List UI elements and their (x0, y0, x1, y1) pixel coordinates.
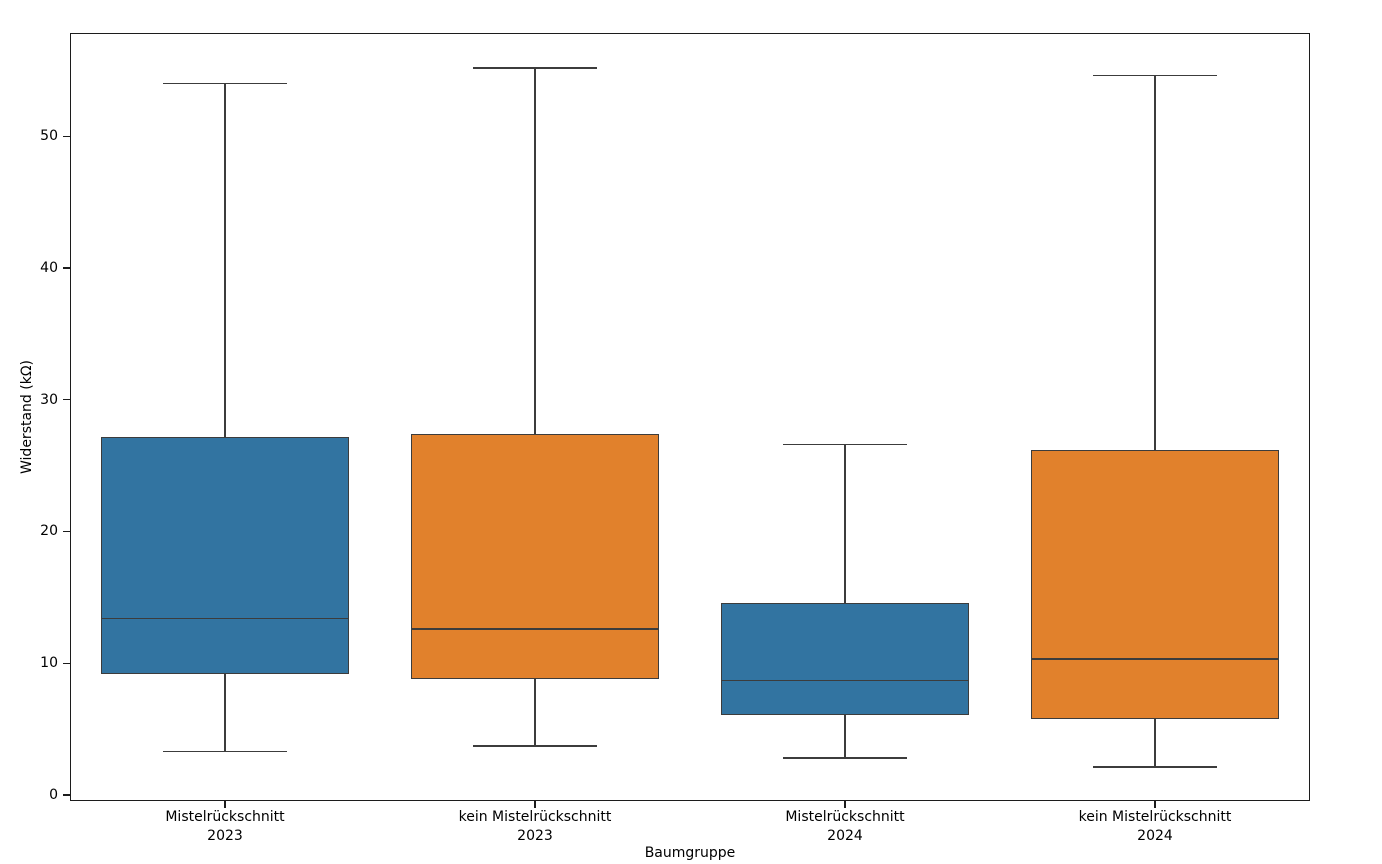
box-rect (101, 436, 349, 674)
y-tick-mark (63, 267, 70, 269)
x-tick-label-line1: Mistelrückschnitt (785, 809, 905, 825)
x-tick-label-line2: 2024 (1137, 827, 1173, 844)
x-tick-mark (534, 801, 536, 808)
x-tick-mark (224, 801, 226, 808)
x-tick-label-line2: 2023 (207, 827, 243, 844)
whisker-cap-lower (473, 745, 597, 747)
box-rect (721, 602, 969, 715)
box-rect (1031, 449, 1279, 719)
whisker-line (534, 67, 536, 747)
y-tick-label: 10 (40, 655, 58, 672)
y-tick-label: 0 (49, 786, 58, 803)
y-tick-mark (63, 662, 70, 664)
box-rect (411, 433, 659, 679)
median-line (101, 617, 349, 620)
whisker-cap-upper (163, 82, 287, 85)
whisker-cap-upper (1093, 74, 1217, 77)
x-tick-label: kein Mistelrückschnitt 2023 (385, 808, 685, 845)
median-line (721, 679, 969, 682)
whisker-line (224, 83, 226, 752)
whisker-cap-lower (783, 757, 907, 759)
whisker-cap-upper (473, 66, 597, 69)
y-tick-mark (63, 135, 70, 137)
x-tick-mark (844, 801, 846, 808)
whisker-cap-lower (1093, 766, 1217, 769)
y-tick-mark (63, 399, 70, 401)
y-axis-label: Widerstand (kΩ) (19, 360, 35, 474)
x-tick-label: Mistelrückschnitt 2024 (695, 808, 995, 845)
whisker-line (1154, 75, 1156, 768)
x-tick-label-line1: kein Mistelrückschnitt (1078, 809, 1232, 825)
y-tick-label: 30 (40, 391, 58, 408)
x-tick-label: Mistelrückschnitt 2023 (75, 808, 375, 845)
y-tick-label: 20 (40, 523, 58, 540)
y-tick-mark (63, 530, 70, 533)
median-line (411, 628, 659, 630)
x-tick-label-line2: 2023 (517, 827, 553, 844)
whisker-cap-lower (163, 750, 287, 753)
whisker-cap-upper (783, 443, 907, 446)
y-tick-label: 40 (40, 260, 58, 276)
whisker-line (844, 444, 846, 759)
x-axis-label: Baumgruppe (644, 845, 736, 861)
y-tick-mark (63, 794, 70, 796)
x-tick-label-line1: Mistelrückschnitt (165, 809, 285, 825)
x-tick-label-line2: 2024 (827, 827, 863, 844)
x-tick-label: kein Mistelrückschnitt 2024 (1005, 808, 1305, 845)
y-tick-label: 50 (40, 128, 58, 145)
median-line (1031, 658, 1279, 661)
x-tick-mark (1154, 801, 1156, 808)
x-tick-label-line1: kein Mistelrückschnitt (458, 809, 612, 825)
